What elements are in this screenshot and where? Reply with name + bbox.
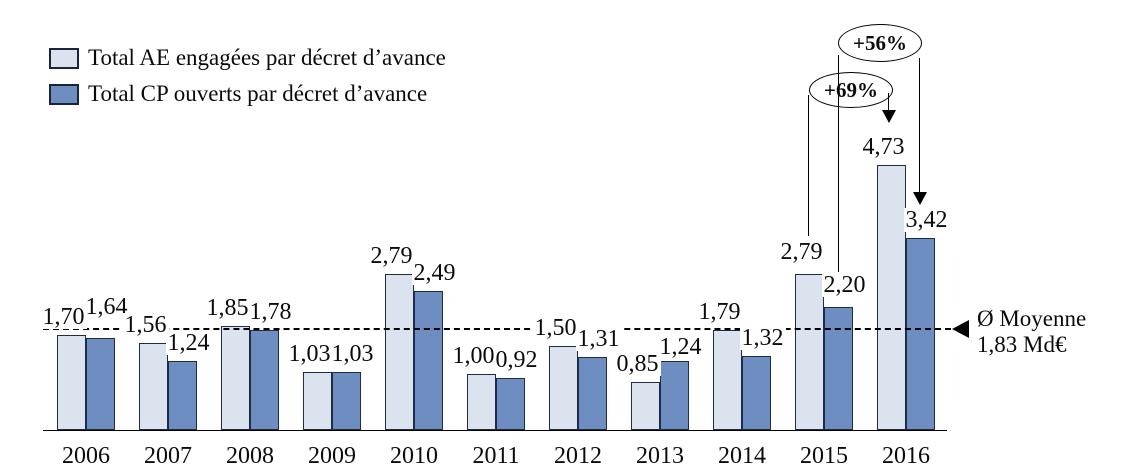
bar-ae-2007: [139, 343, 168, 430]
legend-label-cp: Total CP ouverts par décret d’avance: [88, 81, 428, 106]
x-tick-2016: 2016: [882, 443, 930, 469]
x-tick-2011: 2011: [472, 443, 520, 469]
bar-cp-2008: [250, 330, 279, 430]
value-cp-2011: 0,92: [493, 347, 540, 373]
value-cp-2015: 2,20: [821, 272, 868, 298]
legend-swatch-cp: [49, 83, 79, 105]
bar-ae-2011: [467, 374, 496, 430]
bar-ae-2010: [385, 274, 414, 430]
value-ae-2012: 1,50: [532, 315, 579, 341]
value-ae-2011: 1,00: [450, 343, 497, 369]
value-cp-2008: 1,78: [247, 299, 294, 325]
legend-item-cp: Total CP ouverts par décret d’avance: [49, 79, 446, 109]
annotation-line-69-from-2015-ae: [808, 95, 809, 236]
bar-cp-2015: [824, 307, 853, 430]
bar-ae-2015: [795, 274, 824, 430]
bar-cp-2013: [660, 361, 689, 430]
value-ae-2009: 1,03: [286, 341, 333, 367]
annotation-oval-56: +56%: [838, 24, 922, 62]
annotation-line-56-from-2015-cp: [838, 55, 839, 272]
bar-cp-2012: [578, 357, 607, 430]
x-tick-2015: 2015: [800, 443, 848, 469]
value-cp-2012: 1,31: [575, 326, 622, 352]
x-axis-line: [43, 430, 947, 431]
value-ae-2007: 1,56: [122, 312, 169, 338]
x-tick-2010: 2010: [390, 443, 438, 469]
x-tick-2012: 2012: [554, 443, 602, 469]
bar-ae-2008: [221, 326, 250, 430]
legend-label-ae: Total AE engagées par décret d’avance: [88, 45, 446, 70]
value-cp-2013: 1,24: [657, 334, 704, 360]
value-ae-2008: 1,85: [204, 295, 251, 321]
legend: Total AE engagées par décret d’avance To…: [49, 43, 446, 115]
bar-ae-2016: [877, 165, 906, 430]
x-tick-2006: 2006: [62, 443, 110, 469]
value-ae-2015: 2,79: [778, 239, 825, 265]
value-ae-2010: 2,79: [368, 243, 415, 269]
x-tick-2008: 2008: [226, 443, 274, 469]
bar-ae-2009: [303, 372, 332, 430]
annotation-arrowhead-69-icon: [882, 110, 896, 123]
annotation-arrow-line-56: [919, 58, 920, 193]
bar-cp-2016: [906, 238, 935, 430]
x-tick-2007: 2007: [144, 443, 192, 469]
bar-cp-2010: [414, 291, 443, 430]
average-label: Ø Moyenne 1,83 Md€: [977, 306, 1086, 358]
value-cp-2010: 2,49: [411, 260, 458, 286]
bar-cp-2007: [168, 361, 197, 430]
value-ae-2006: 1,70: [40, 304, 87, 330]
value-cp-2006: 1,64: [83, 294, 130, 320]
average-left-triangle-icon: [952, 320, 969, 338]
average-dashed-line: [43, 328, 951, 330]
bar-ae-2013: [631, 382, 660, 430]
value-ae-2013: 0,85: [614, 351, 661, 377]
legend-item-ae: Total AE engagées par décret d’avance: [49, 43, 446, 73]
bar-cp-2006: [86, 338, 115, 430]
average-label-line1: Ø Moyenne: [977, 306, 1087, 331]
annotation-oval-69: +69%: [809, 72, 893, 108]
average-label-line2: 1,83 Md€: [977, 332, 1067, 357]
value-cp-2014: 1,32: [739, 325, 786, 351]
bar-ae-2014: [713, 330, 742, 430]
value-ae-2016: 4,73: [860, 134, 907, 160]
bar-cp-2014: [742, 356, 771, 430]
legend-swatch-ae: [49, 47, 79, 69]
annotation-arrowhead-56-icon: [913, 192, 927, 205]
value-cp-2009: 1,03: [329, 341, 376, 367]
x-tick-2014: 2014: [718, 443, 766, 469]
value-cp-2007: 1,24: [165, 330, 212, 356]
bar-ae-2012: [549, 346, 578, 430]
value-ae-2014: 1,79: [696, 299, 743, 325]
bar-cp-2011: [496, 378, 525, 430]
bar-cp-2009: [332, 372, 361, 430]
annotation-arrow-line-69: [888, 93, 889, 112]
value-cp-2016: 3,42: [903, 207, 950, 233]
x-tick-2009: 2009: [308, 443, 356, 469]
bar-ae-2006: [57, 335, 86, 430]
x-tick-2013: 2013: [636, 443, 684, 469]
